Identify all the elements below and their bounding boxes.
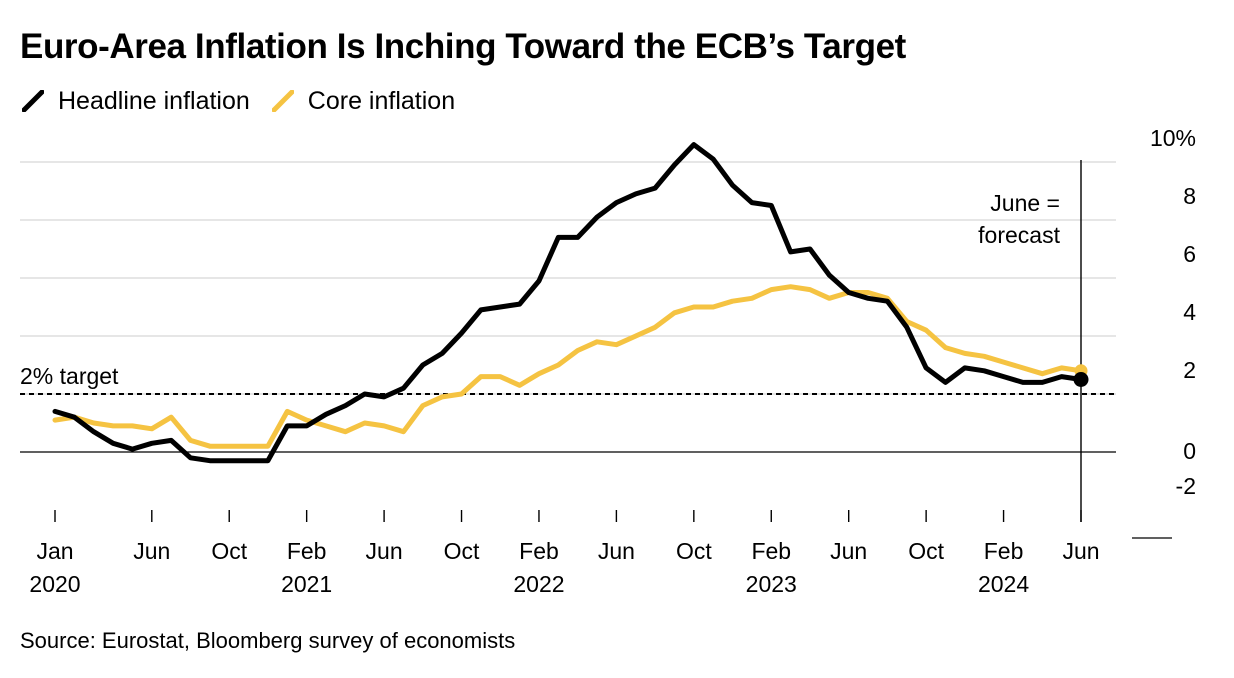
x-tick-label: Jun xyxy=(1062,538,1099,564)
target-line-label: 2% target xyxy=(20,363,119,389)
y-tick-label: -2 xyxy=(1176,473,1196,499)
source-note: Source: Eurostat, Bloomberg survey of ec… xyxy=(20,628,516,653)
x-tick-year-label: 2024 xyxy=(978,571,1029,597)
x-tick-year-label: 2022 xyxy=(513,571,564,597)
legend-label-headline: Headline inflation xyxy=(58,86,250,115)
x-tick-label: Oct xyxy=(908,538,944,564)
x-tick-label: Oct xyxy=(676,538,712,564)
x-tick-label: Jun xyxy=(133,538,170,564)
y-tick-label: 6 xyxy=(1183,241,1196,267)
headline-endpoint-marker xyxy=(1073,372,1089,387)
legend-label-core: Core inflation xyxy=(307,86,456,115)
x-tick-year-label: 2021 xyxy=(281,571,332,597)
forecast-annotation: June = xyxy=(990,190,1060,216)
legend-item-headline: Headline inflation xyxy=(22,87,250,116)
x-tick-label: Jan xyxy=(36,538,73,564)
y-tick-label: 4 xyxy=(1183,299,1196,325)
x-tick-label: Feb xyxy=(519,538,559,564)
chart-title: Euro-Area Inflation Is Inching Toward th… xyxy=(20,27,906,66)
legend-item-core: Core inflation xyxy=(271,86,456,116)
x-tick-label: Feb xyxy=(751,538,791,564)
y-tick-label: 2 xyxy=(1183,357,1196,383)
x-tick-label: Feb xyxy=(287,538,327,564)
chart-legend: Headline inflation Core inflation xyxy=(22,84,477,118)
headline-legend-icon xyxy=(22,90,44,112)
core-inflation-line xyxy=(52,284,1084,449)
x-tick-label: Jun xyxy=(598,538,635,564)
x-tick-label: Feb xyxy=(984,538,1024,564)
headline-inflation-line xyxy=(52,142,1084,464)
forecast-annotation: forecast xyxy=(978,222,1060,248)
x-tick-year-label: 2020 xyxy=(29,571,80,597)
x-tick-label: Jun xyxy=(830,538,867,564)
x-tick-year-label: 2023 xyxy=(746,571,797,597)
y-tick-label: 8 xyxy=(1183,183,1196,209)
core-legend-icon xyxy=(271,90,294,112)
y-tick-label: 10% xyxy=(1150,125,1196,151)
x-tick-label: Oct xyxy=(444,538,480,564)
x-tick-label: Jun xyxy=(366,538,403,564)
y-tick-label: 0 xyxy=(1183,438,1196,464)
x-tick-label: Oct xyxy=(211,538,247,564)
